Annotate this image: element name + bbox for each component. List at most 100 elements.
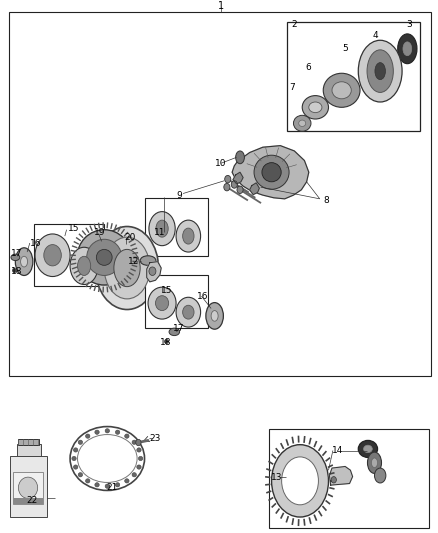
Ellipse shape <box>231 181 237 188</box>
Ellipse shape <box>105 429 110 433</box>
Ellipse shape <box>18 477 38 498</box>
Bar <box>34 224 104 286</box>
Ellipse shape <box>95 227 159 310</box>
Polygon shape <box>250 183 259 195</box>
Ellipse shape <box>125 434 129 438</box>
Ellipse shape <box>85 434 90 438</box>
Text: 21: 21 <box>106 483 117 492</box>
Text: 13: 13 <box>271 473 283 482</box>
Text: 2: 2 <box>292 20 297 29</box>
Ellipse shape <box>78 440 83 445</box>
Text: 18: 18 <box>160 338 171 347</box>
Ellipse shape <box>15 248 33 276</box>
Bar <box>18 439 39 445</box>
Ellipse shape <box>183 228 194 244</box>
Ellipse shape <box>138 456 143 461</box>
Ellipse shape <box>21 256 28 267</box>
Ellipse shape <box>224 183 230 191</box>
Ellipse shape <box>77 230 131 285</box>
Bar <box>13 472 43 504</box>
Ellipse shape <box>374 468 386 483</box>
Ellipse shape <box>136 439 141 446</box>
Ellipse shape <box>367 452 381 473</box>
Bar <box>269 429 429 528</box>
Polygon shape <box>232 146 309 199</box>
Ellipse shape <box>156 220 168 237</box>
Ellipse shape <box>358 41 402 102</box>
Ellipse shape <box>11 254 20 261</box>
Ellipse shape <box>262 163 281 182</box>
Ellipse shape <box>74 448 78 452</box>
Text: 22: 22 <box>26 496 37 505</box>
Bar <box>13 498 43 504</box>
Ellipse shape <box>105 484 110 488</box>
Ellipse shape <box>367 50 393 92</box>
Ellipse shape <box>132 473 136 477</box>
Ellipse shape <box>87 239 122 276</box>
Ellipse shape <box>169 328 180 336</box>
Ellipse shape <box>140 256 156 265</box>
Bar <box>10 456 47 517</box>
Ellipse shape <box>302 95 328 119</box>
Text: 14: 14 <box>332 446 343 455</box>
Ellipse shape <box>299 120 306 126</box>
Text: 8: 8 <box>323 196 329 205</box>
Ellipse shape <box>272 445 328 517</box>
Ellipse shape <box>44 245 61 266</box>
Ellipse shape <box>282 457 318 505</box>
Ellipse shape <box>70 426 145 490</box>
Bar <box>9 12 431 376</box>
Ellipse shape <box>323 73 360 107</box>
Ellipse shape <box>114 249 140 287</box>
Ellipse shape <box>332 82 351 99</box>
Text: 5: 5 <box>342 44 348 53</box>
Ellipse shape <box>293 115 311 131</box>
Ellipse shape <box>148 287 176 319</box>
Text: 16: 16 <box>197 292 208 301</box>
Text: 10: 10 <box>215 159 227 168</box>
Ellipse shape <box>137 465 141 469</box>
Ellipse shape <box>95 430 99 434</box>
Ellipse shape <box>225 175 231 183</box>
Text: 7: 7 <box>290 83 296 92</box>
Ellipse shape <box>236 151 244 164</box>
Text: 3: 3 <box>406 20 413 29</box>
Ellipse shape <box>104 237 150 299</box>
Polygon shape <box>329 466 353 485</box>
Text: 18: 18 <box>11 266 22 276</box>
Text: 6: 6 <box>305 63 311 72</box>
Ellipse shape <box>176 220 201 252</box>
Ellipse shape <box>85 479 90 483</box>
Ellipse shape <box>403 42 412 56</box>
Ellipse shape <box>254 155 289 189</box>
Ellipse shape <box>72 456 76 461</box>
Ellipse shape <box>183 305 194 319</box>
Bar <box>145 198 208 256</box>
Text: 19: 19 <box>94 228 106 237</box>
Bar <box>287 22 420 131</box>
Text: 15: 15 <box>68 224 79 233</box>
Ellipse shape <box>211 311 218 321</box>
Ellipse shape <box>176 297 201 327</box>
Text: 23: 23 <box>150 434 161 443</box>
Text: 1: 1 <box>218 1 224 11</box>
Ellipse shape <box>155 296 169 311</box>
Ellipse shape <box>358 440 378 457</box>
Ellipse shape <box>96 249 112 265</box>
Ellipse shape <box>115 483 120 487</box>
Text: 15: 15 <box>161 286 172 295</box>
Ellipse shape <box>78 473 83 477</box>
Ellipse shape <box>149 212 175 246</box>
Ellipse shape <box>78 434 137 482</box>
Bar <box>17 444 41 456</box>
Ellipse shape <box>125 479 129 483</box>
Ellipse shape <box>74 465 78 469</box>
Polygon shape <box>147 262 161 282</box>
Text: 17: 17 <box>173 324 184 333</box>
Ellipse shape <box>137 448 141 452</box>
Ellipse shape <box>375 62 385 79</box>
Ellipse shape <box>35 234 70 277</box>
Text: 17: 17 <box>11 249 22 258</box>
Ellipse shape <box>149 267 156 276</box>
Ellipse shape <box>371 458 378 467</box>
